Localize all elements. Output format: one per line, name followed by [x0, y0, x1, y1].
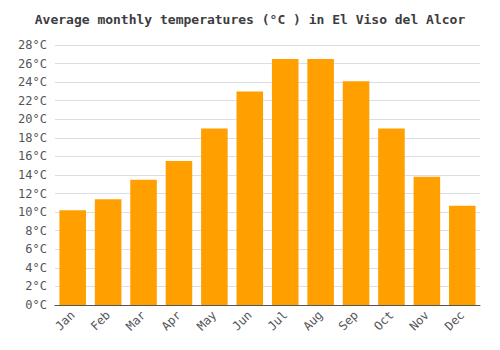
- svg-text:Mar: Mar: [123, 308, 148, 333]
- svg-text:Dec: Dec: [442, 308, 467, 333]
- svg-text:Jun: Jun: [230, 308, 255, 333]
- svg-text:Aug: Aug: [300, 308, 325, 333]
- svg-text:Jan: Jan: [52, 308, 77, 333]
- svg-text:Feb: Feb: [88, 308, 113, 333]
- svg-text:14°C: 14°C: [18, 168, 47, 182]
- svg-text:20°C: 20°C: [18, 112, 47, 126]
- svg-text:26°C: 26°C: [18, 57, 47, 71]
- svg-text:Sep: Sep: [336, 308, 361, 333]
- svg-text:10°C: 10°C: [18, 205, 47, 219]
- svg-text:12°C: 12°C: [18, 187, 47, 201]
- svg-text:16°C: 16°C: [18, 149, 47, 163]
- svg-text:6°C: 6°C: [25, 242, 47, 256]
- svg-text:Oct: Oct: [371, 308, 396, 333]
- svg-text:8°C: 8°C: [25, 224, 47, 238]
- svg-text:4°C: 4°C: [25, 261, 47, 275]
- svg-text:Nov: Nov: [407, 308, 432, 333]
- svg-text:2°C: 2°C: [25, 279, 47, 293]
- svg-text:22°C: 22°C: [18, 94, 47, 108]
- svg-text:Apr: Apr: [159, 308, 184, 333]
- svg-text:Average monthly temperatures (: Average monthly temperatures (°C ) in El…: [35, 12, 466, 27]
- svg-text:Jul: Jul: [265, 308, 290, 333]
- svg-text:May: May: [194, 308, 219, 333]
- svg-text:18°C: 18°C: [18, 131, 47, 145]
- svg-text:0°C: 0°C: [25, 298, 47, 312]
- svg-text:24°C: 24°C: [18, 75, 47, 89]
- svg-text:28°C: 28°C: [18, 38, 47, 52]
